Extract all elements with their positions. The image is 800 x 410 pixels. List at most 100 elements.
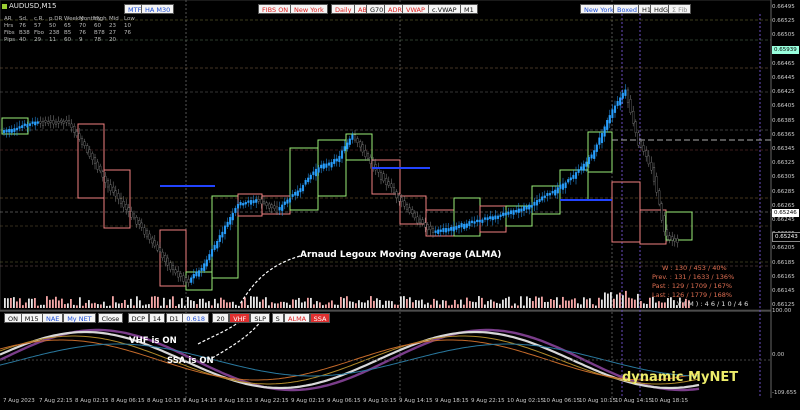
volume-bar — [454, 299, 456, 308]
fibs-button[interactable]: FIBS ON — [258, 4, 293, 14]
volume-bar — [328, 302, 330, 308]
candle-body — [460, 223, 463, 228]
volume-bar — [73, 304, 75, 308]
stats-cell: Weekly — [64, 16, 84, 22]
newyork-button[interactable]: New York — [290, 4, 328, 14]
volume-bar — [178, 304, 180, 308]
candle-body — [574, 172, 578, 179]
fib-sum-button[interactable]: Σ Fib — [668, 4, 692, 14]
toolbar-0-618-button[interactable]: 0.618 — [182, 313, 209, 323]
candle-body — [465, 223, 468, 228]
candle-body — [444, 228, 448, 233]
stats-cell: 27 — [109, 30, 116, 36]
stats-cell: 70 — [79, 23, 86, 29]
candle-body — [122, 201, 125, 208]
candle-body — [538, 199, 541, 203]
stats-cell: 76 — [79, 30, 86, 36]
osc-axis-mid: 0.00 — [772, 352, 785, 358]
candle-body — [138, 220, 141, 225]
candle-body — [52, 120, 55, 125]
candle-body — [226, 221, 229, 227]
volume-bar — [211, 305, 213, 308]
toolbar-my-net-button[interactable]: My NET — [63, 313, 96, 323]
vwap-button[interactable]: VWAP — [402, 4, 429, 14]
candle-body — [34, 121, 37, 126]
price-tick: 0.66185 — [772, 259, 795, 266]
volume-bar — [289, 304, 291, 308]
toolbar-ssa-button[interactable]: SSA — [309, 313, 331, 323]
candle-body — [177, 271, 180, 278]
volume-bar — [229, 302, 231, 308]
toolbar-close-button[interactable]: Close — [97, 313, 124, 323]
volume-bar — [115, 302, 117, 308]
candle-body — [548, 192, 552, 196]
volume-bar — [451, 304, 453, 308]
volume-bar — [259, 301, 261, 308]
ssa-annotation: SSA is ON — [167, 356, 214, 366]
daily-button[interactable]: Daily — [331, 4, 356, 14]
candle-body — [330, 162, 333, 168]
volume-bar — [364, 302, 366, 308]
volume-bar — [616, 294, 618, 308]
candle-body — [418, 218, 422, 224]
toolbar-m15-button[interactable]: M15 — [20, 313, 43, 323]
volume-bar — [367, 300, 369, 308]
candle-body — [262, 200, 266, 204]
time-tick: 9 Aug 14:15 — [399, 398, 433, 404]
candle-body — [660, 203, 663, 221]
volume-bar — [640, 301, 642, 308]
time-tick: 8 Aug 22:15 — [255, 398, 289, 404]
volume-bar — [547, 301, 549, 308]
candle-body — [275, 206, 279, 213]
toolbar-alma-button[interactable]: ALMA — [284, 313, 311, 323]
candle-body — [577, 169, 580, 173]
m1-button[interactable]: M1 — [460, 4, 478, 14]
stats-cell: 60 — [94, 23, 101, 29]
stats-cell: c.R. — [34, 16, 45, 22]
candle-body — [481, 219, 484, 223]
toolbar-slp-button[interactable]: SLP — [250, 313, 271, 323]
candle-body — [525, 206, 528, 210]
stats-cell — [124, 37, 139, 44]
stats-row: Pips 40 29 11 60 9 78 20 — [4, 37, 139, 44]
candle-body — [338, 155, 341, 163]
toolbar-nae-button[interactable]: NAE — [42, 313, 64, 323]
osc-blue — [0, 343, 700, 377]
candle-body — [44, 120, 47, 123]
volume-bar — [397, 304, 399, 308]
volume-bar — [184, 305, 186, 308]
candle-body — [234, 207, 237, 213]
toolbar-s-button[interactable]: S — [271, 313, 284, 323]
volume-bar — [643, 303, 645, 308]
price-tick: 0.66205 — [772, 245, 795, 252]
cvwap-button[interactable]: c.VWAP — [428, 4, 461, 14]
toolbar-14-button[interactable]: 14 — [148, 313, 166, 323]
time-tick: 8 Aug 06:15 — [111, 398, 145, 404]
candle-body — [291, 194, 294, 197]
ha-button[interactable]: HA M30 — [141, 4, 175, 14]
candle-body — [457, 225, 461, 229]
stats-cell: Monthly — [79, 16, 102, 22]
candle-body — [541, 196, 544, 201]
candle-body — [424, 222, 427, 228]
candle-body — [489, 216, 492, 220]
toolbar-dcp-button[interactable]: DCP — [127, 313, 150, 323]
toolbar-20-button[interactable]: 20 — [212, 313, 229, 323]
toolbar-d1-button[interactable]: D1 — [165, 313, 183, 323]
candle-body — [554, 189, 557, 196]
candle-body — [296, 190, 299, 196]
stats-cell: Low — [124, 16, 135, 22]
candle-body — [369, 156, 372, 164]
candle-body — [561, 183, 565, 190]
ha-box — [371, 159, 401, 195]
candle-body — [127, 207, 130, 212]
stats-cell: B78 — [94, 30, 105, 36]
toolbar-on-button[interactable]: ON — [4, 313, 22, 323]
stats-cell: 9 — [79, 37, 83, 43]
boxed-button[interactable]: Boxed — [613, 4, 642, 14]
toolbar-vhf-button[interactable]: VHF — [229, 313, 251, 323]
vhf-arrow — [197, 317, 245, 345]
candle-body — [663, 215, 666, 232]
